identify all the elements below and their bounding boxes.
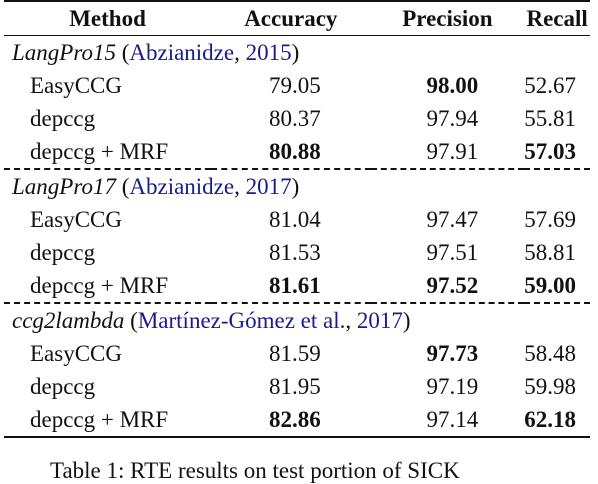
method-cell: depccg [30,240,96,265]
citation-author-link[interactable]: Martínez-Gómez et al. [137,308,346,333]
cite-sep: , [234,40,246,65]
method-cell: depccg + MRF [4,403,212,438]
cite-close: ) [402,308,411,333]
method-cell: EasyCCG [30,341,122,366]
results-table-container: Method Accuracy Precision Recall LangPro… [4,0,590,438]
table-row: EasyCCG 79.05 98.00 52.67 [4,69,590,102]
accuracy-cell: 79.05 [268,73,321,98]
recall-cell: 55.81 [524,106,576,131]
precision-cell: 97.52 [426,273,479,298]
group-header-cell: LangPro17 (Abzianidze, 2017) [4,168,590,203]
precision-cell: 97.51 [426,240,479,265]
group-header-cell: ccg2lambda (Martínez-Gómez et al., 2017) [4,302,590,337]
table-row: depccg + MRF 80.88 97.91 57.03 [4,135,590,169]
citation-author-link[interactable]: Abzianidze [129,174,235,199]
accuracy-cell: 81.59 [268,341,321,366]
recall-cell: 57.69 [524,207,576,232]
accuracy-cell: 81.61 [268,273,321,298]
header-row: Method Accuracy Precision Recall [4,0,590,36]
accuracy-cell: 81.04 [268,207,321,232]
group-header: ccg2lambda (Martínez-Gómez et al., 2017) [4,302,590,337]
recall-cell: 62.18 [524,403,590,438]
table-row: depccg 81.53 97.51 58.81 [4,236,590,269]
results-table: Method Accuracy Precision Recall LangPro… [4,0,590,438]
system-name: LangPro17 [12,174,116,199]
table-caption: Table 1: RTE results on test portion of … [50,458,460,483]
accuracy-cell: 81.53 [268,240,321,265]
accuracy-cell: 80.37 [268,106,321,131]
recall-cell: 58.48 [524,341,576,366]
citation-year-link[interactable]: 2015 [245,40,292,65]
accuracy-cell: 81.95 [268,374,321,399]
method-cell: depccg + MRF [30,139,169,164]
system-name: LangPro15 [12,40,116,65]
table-row: EasyCCG 81.04 97.47 57.69 [4,203,590,236]
method-cell: depccg [30,106,96,131]
precision-cell: 97.91 [426,139,479,164]
table-row: depccg + MRF 81.61 97.52 59.00 [4,269,590,303]
precision-cell: 97.73 [426,341,479,366]
recall-cell: 58.81 [524,240,576,265]
table-row: depccg 81.95 97.19 59.98 [4,370,590,403]
group-header-cell: LangPro15 (Abzianidze, 2015) [4,36,590,70]
precision-cell: 97.19 [426,374,479,399]
header-accuracy: Accuracy [211,0,371,36]
citation-year-link[interactable]: 2017 [356,308,403,333]
cite-close: ) [291,40,300,65]
cite-sep: , [234,174,246,199]
citation-year-link[interactable]: 2017 [245,174,292,199]
group-header: LangPro17 (Abzianidze, 2017) [4,168,590,203]
cite-open: ( [115,174,130,199]
header-precision: Precision [370,0,525,36]
system-name: ccg2lambda [12,308,125,333]
accuracy-cell: 82.86 [211,403,371,438]
recall-cell: 59.98 [524,374,576,399]
table-row: depccg 80.37 97.94 55.81 [4,102,590,135]
header-recall: Recall [524,0,590,36]
accuracy-cell: 80.88 [268,139,321,164]
method-cell: EasyCCG [30,73,122,98]
cite-sep: , [345,308,357,333]
method-cell: depccg + MRF [30,273,169,298]
cite-close: ) [291,174,300,199]
citation-author-link[interactable]: Abzianidze [129,40,235,65]
method-cell: EasyCCG [30,207,122,232]
table-row: EasyCCG 81.59 97.73 58.48 [4,337,590,370]
table-row: depccg + MRF 82.86 97.14 62.18 [4,403,590,438]
precision-cell: 97.47 [426,207,479,232]
recall-cell: 59.00 [524,273,576,298]
cite-open: ( [115,40,130,65]
cite-open: ( [124,308,138,333]
method-cell: depccg [30,374,96,399]
recall-cell: 52.67 [524,73,576,98]
group-header: LangPro15 (Abzianidze, 2015) [4,36,590,70]
recall-cell: 57.03 [524,139,576,164]
precision-cell: 98.00 [426,73,479,98]
precision-cell: 97.14 [370,403,525,438]
precision-cell: 97.94 [426,106,479,131]
header-method: Method [4,0,212,36]
